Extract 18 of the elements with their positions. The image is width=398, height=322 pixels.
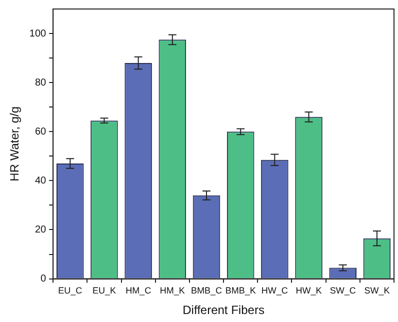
x-tick-label: EU_K	[92, 286, 116, 296]
y-tick-label: 60	[34, 126, 47, 138]
x-tick-label: EU_C	[58, 286, 83, 296]
x-axis-title: Different Fibers	[182, 303, 264, 318]
x-tick-label: BMB_K	[225, 286, 256, 296]
x-tick-label: HM_K	[160, 286, 185, 296]
x-tick-label: SW_C	[330, 286, 356, 296]
y-axis-title: HR Water, g/g	[8, 106, 22, 182]
y-tick-label: 20	[34, 224, 47, 236]
y-tick-label: 100	[29, 28, 47, 40]
y-tick-label: 40	[34, 175, 47, 186]
x-tick-label: HW_K	[296, 286, 322, 296]
x-tick-label: HM_C	[126, 286, 152, 296]
x-tick-label: BMB_C	[190, 286, 222, 296]
y-tick-label: 0	[40, 274, 47, 285]
y-tick-label: 80	[34, 77, 47, 88]
x-tick-label: SW_K	[364, 286, 390, 296]
x-tick-label: HW_C	[261, 286, 288, 296]
